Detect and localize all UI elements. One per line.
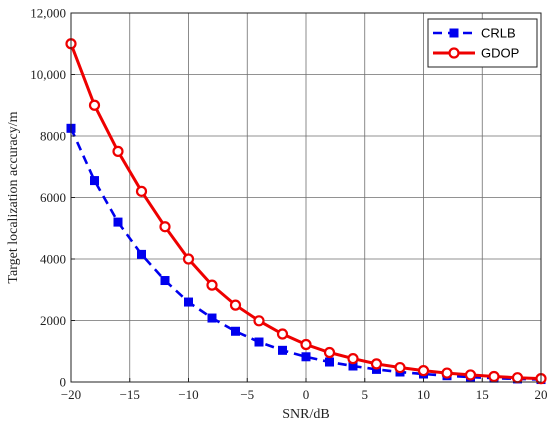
legend-label-crlb: CRLB — [481, 26, 516, 41]
data-point-gdop — [511, 372, 524, 384]
x-tick-label: 15 — [476, 387, 489, 402]
series-gdop — [65, 38, 547, 385]
grid-lines — [71, 13, 541, 382]
legend-marker-shape — [449, 28, 459, 38]
data-point-gdop — [394, 361, 406, 374]
data-point-crlb — [231, 326, 240, 336]
data-point-gdop — [370, 358, 383, 370]
data-point-gdop — [417, 365, 430, 377]
data-point-gdop — [441, 367, 453, 379]
legend-box — [427, 18, 538, 68]
series-line-crlb — [69, 127, 542, 381]
legend-marker-crlb — [449, 28, 459, 38]
legend: CRLB GDOP — [427, 18, 538, 68]
y-tick-label: 8000 — [40, 129, 66, 144]
data-point-gdop — [347, 353, 359, 365]
data-point-crlb — [137, 249, 146, 259]
series-layer — [65, 38, 547, 385]
legend-marker-shape — [448, 47, 460, 59]
y-tick-label: 10,000 — [30, 67, 66, 82]
data-point-gdop — [88, 99, 101, 111]
x-tick-label: −10 — [178, 387, 198, 402]
x-tick-label: −15 — [120, 387, 140, 402]
data-point-gdop — [488, 370, 500, 383]
data-point-gdop — [182, 253, 195, 265]
y-tick-label: 12,000 — [30, 6, 66, 21]
data-point-gdop — [253, 315, 265, 327]
x-axis-label: SNR/dB — [282, 407, 329, 422]
data-point-crlb — [254, 337, 264, 347]
y-tick-label: 4000 — [40, 252, 66, 267]
data-point-gdop — [206, 279, 218, 291]
x-tick-label: 5 — [362, 387, 369, 402]
data-point-crlb — [278, 345, 287, 355]
data-point-gdop — [276, 328, 289, 340]
data-point-crlb — [160, 276, 170, 286]
data-point-crlb — [184, 297, 193, 307]
y-axis-label: Target localization accuracy/m — [6, 111, 21, 283]
legend-label-gdop: GDOP — [481, 46, 519, 61]
legend-marker-gdop — [448, 47, 460, 59]
data-point-gdop — [464, 369, 477, 381]
data-point-crlb — [207, 313, 217, 323]
data-point-gdop — [323, 346, 336, 359]
x-tick-label: 20 — [535, 387, 548, 402]
data-point-gdop — [159, 221, 171, 233]
data-point-gdop — [300, 338, 312, 351]
data-point-gdop — [135, 185, 148, 197]
y-tick-label: 2000 — [40, 313, 66, 328]
y-tick-label: 6000 — [40, 190, 66, 205]
x-tick-label: −20 — [61, 387, 81, 402]
data-point-crlb — [325, 357, 334, 367]
y-tick-label: 0 — [60, 375, 67, 390]
axes: −20 −15 −10 −5 0 5 10 15 20 0 2000 4000 6000 8000 10,0… — [30, 6, 547, 403]
data-point-gdop — [112, 145, 124, 157]
data-point-crlb — [113, 217, 123, 227]
data-point-crlb — [90, 176, 99, 186]
x-tick-label: 10 — [417, 387, 430, 402]
data-point-crlb — [301, 352, 311, 362]
x-tick-label: −5 — [240, 387, 254, 402]
data-point-gdop — [229, 299, 242, 311]
x-tick-label: 0 — [303, 387, 310, 402]
